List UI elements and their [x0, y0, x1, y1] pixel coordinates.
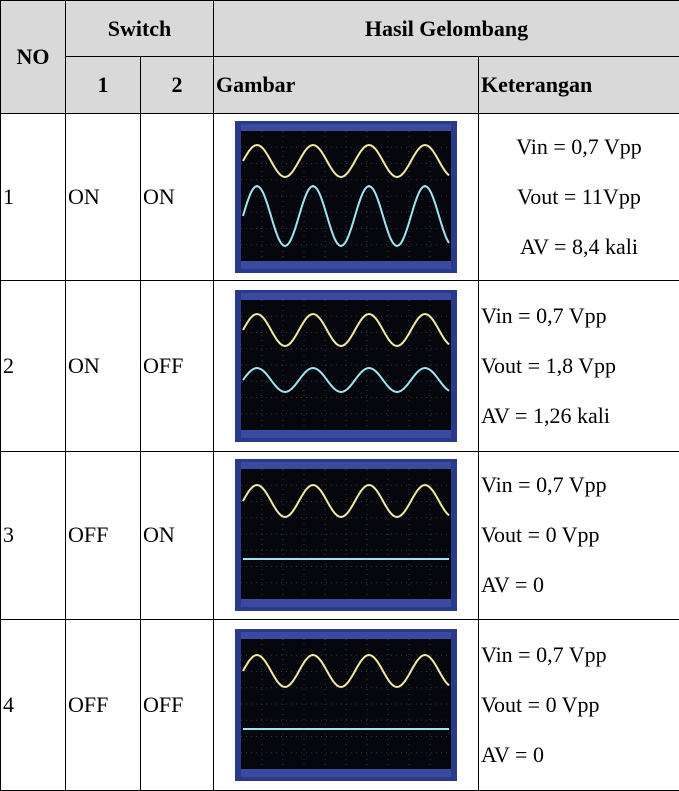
header-row: 1 2 Gambar Keterangan [1, 56, 679, 115]
keterangan-line: Vin = 0,7 Vpp [481, 302, 607, 328]
top-bar [241, 631, 451, 639]
switch-cell: ON [140, 113, 214, 282]
keterangan-line: Vout = 1,8 Vpp [481, 352, 617, 378]
header-cell: 1 [65, 56, 141, 115]
keterangan-line: Vin = 0,7 Vpp [481, 472, 607, 498]
header-cell: Gambar [213, 56, 479, 115]
keterangan-line: Vout = 0 Vpp [481, 522, 600, 548]
table-row: 4 OFF OFF Vin = 0,7 Vpp Vout = 0 Vpp AV = 0 [0, 618, 679, 791]
oscilloscope-image [235, 628, 457, 781]
table-body: 1 ON ON Vin = 0,7 Vpp Vout = 11Vpp AV = 8,4 k… [0, 113, 679, 791]
header-cell: Switch [65, 0, 214, 58]
oscilloscope-image [235, 121, 457, 274]
no-cell: 3 [0, 450, 66, 620]
image-cell [213, 450, 479, 620]
keterangan-line: AV = 0 [481, 572, 544, 598]
switch-cell: OFF [140, 280, 214, 452]
oscilloscope-image [235, 459, 457, 612]
bottom-bar [241, 599, 451, 608]
switch-cell: ON [65, 280, 141, 452]
bottom-bar [241, 768, 451, 777]
image-cell [213, 113, 479, 282]
keterangan-cell: Vin = 0,7 Vpp Vout = 11Vpp AV = 8,4 kali [478, 113, 679, 282]
image-cell [213, 280, 479, 452]
table-row: 2 ON OFF Vin = 0,7 Vpp Vout = 1,8 Vpp AV = 1,… [0, 280, 679, 452]
top-bar [241, 124, 451, 132]
waveform [242, 366, 450, 393]
no-cell: 4 [0, 618, 66, 791]
header-cell: 2 [140, 56, 214, 115]
switch-cell: OFF [65, 450, 141, 620]
switch-cell: ON [65, 113, 141, 282]
header-cell: Hasil Gelombang [213, 0, 679, 58]
keterangan-cell: Vin = 0,7 Vpp Vout = 0 Vpp AV = 0 [478, 450, 679, 620]
keterangan-line: Vout = 11Vpp [517, 184, 641, 210]
waveform [242, 144, 450, 179]
table-row: 3 OFF ON Vin = 0,7 Vpp Vout = 0 Vpp AV = 0 [0, 450, 679, 620]
header-cell: NO [0, 0, 66, 115]
keterangan-line: AV = 8,4 kali [520, 234, 638, 260]
header-row: NO Switch Hasil Gelombang [0, 0, 679, 115]
header-cell: Keterangan [478, 56, 679, 115]
top-bar [241, 292, 451, 300]
keterangan-line: Vout = 0 Vpp [481, 691, 600, 717]
no-cell: 1 [0, 113, 66, 282]
bottom-bar [241, 429, 451, 438]
keterangan-cell: Vin = 0,7 Vpp Vout = 1,8 Vpp AV = 1,26 kal… [478, 280, 679, 452]
keterangan-cell: Vin = 0,7 Vpp Vout = 0 Vpp AV = 0 [478, 618, 679, 791]
switch-cell: OFF [140, 618, 214, 791]
table-row: 1 ON ON Vin = 0,7 Vpp Vout = 11Vpp AV = 8,4 k… [0, 113, 679, 282]
switch-cell: OFF [65, 618, 141, 791]
switch-cell: ON [140, 450, 214, 620]
keterangan-line: Vin = 0,7 Vpp [481, 641, 607, 667]
waveform [242, 185, 450, 248]
no-cell: 2 [0, 280, 66, 452]
keterangan-line: AV = 1,26 kali [481, 402, 610, 428]
waveform [242, 653, 450, 688]
image-cell [213, 618, 479, 791]
bottom-bar [241, 261, 451, 270]
waveform [242, 312, 450, 347]
waveform [242, 484, 450, 519]
keterangan-line: AV = 0 [481, 741, 544, 767]
oscilloscope-image [235, 289, 457, 442]
keterangan-line: Vin = 0,7 Vpp [516, 134, 642, 160]
top-bar [241, 462, 451, 470]
